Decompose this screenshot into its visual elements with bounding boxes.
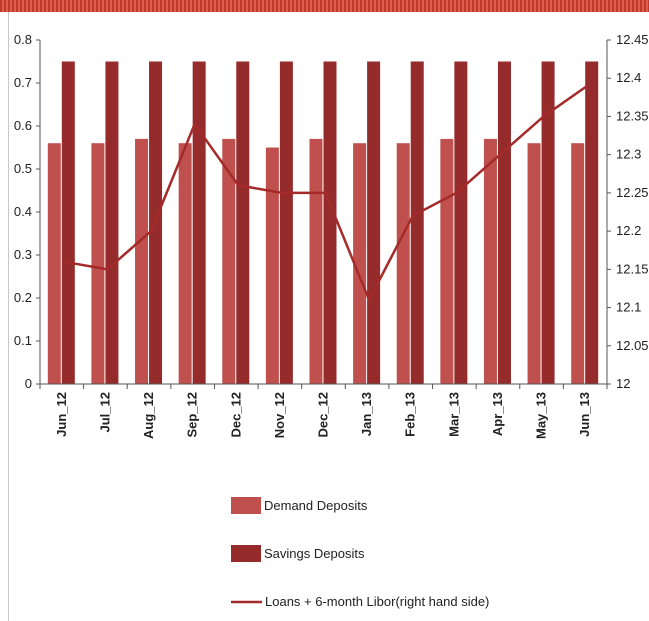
y-right-tick-label: 12.2	[616, 223, 641, 238]
bar-demand-deposits	[91, 143, 105, 384]
x-category-label: Jul_12	[97, 392, 112, 432]
legend-swatch-savings-deposits	[231, 545, 261, 562]
legend: Demand Deposits Savings Deposits Loans +…	[231, 497, 489, 609]
bar-demand-deposits	[47, 143, 61, 384]
bar-savings-deposits	[541, 61, 555, 384]
x-category-label: Nov_12	[272, 392, 287, 438]
legend-swatch-demand-deposits	[231, 497, 261, 514]
bar-demand-deposits	[353, 143, 367, 384]
x-category-label: Apr_13	[490, 392, 505, 436]
bar-demand-deposits	[309, 138, 323, 384]
y-left-tick-label: 0	[25, 376, 32, 391]
bar-demand-deposits	[396, 143, 410, 384]
x-category-label: Mar_13	[446, 392, 461, 437]
x-category-label: Dec_12	[228, 392, 243, 438]
line-layer	[63, 84, 588, 302]
y-right-tick-label: 12.05	[616, 338, 649, 353]
y-right-tick-label: 12.25	[616, 185, 649, 200]
y-left-tick-label: 0.7	[14, 75, 32, 90]
y-right-tick-label: 12	[616, 376, 630, 391]
y-right-tick-label: 12.45	[616, 32, 649, 47]
x-category-label: Jan_13	[359, 392, 374, 436]
y-right-tick-label: 12.3	[616, 147, 641, 162]
x-category-label: Sep_12	[185, 392, 200, 438]
bar-demand-deposits	[265, 147, 279, 384]
bar-savings-deposits	[367, 61, 381, 384]
x-category-label: May_13	[534, 392, 549, 439]
x-category-label: Feb_13	[403, 392, 418, 437]
bar-demand-deposits	[440, 138, 454, 384]
bar-savings-deposits	[454, 61, 468, 384]
y-left-tick-label: 0.8	[14, 32, 32, 47]
bar-demand-deposits	[135, 138, 149, 384]
left-border-line	[8, 12, 9, 621]
y-right-tick-label: 12.35	[616, 108, 649, 123]
bar-demand-deposits	[178, 143, 192, 384]
line-loans-libor	[63, 84, 588, 302]
y-right-tick-label: 12.15	[616, 261, 649, 276]
bar-savings-deposits	[410, 61, 424, 384]
bar-savings-deposits	[497, 61, 511, 384]
y-right-tick-label: 12.4	[616, 70, 641, 85]
y-left-tick-label: 0.2	[14, 290, 32, 305]
bar-savings-deposits	[279, 61, 293, 384]
axes-layer: 0 0.1 0.2 0.3 0.4 0.5 0.6 0.7 0.8 12 12.05 12.1 12.1…	[14, 32, 649, 439]
x-category-label: Jun_13	[577, 392, 592, 437]
y-left-tick-label: 0.5	[14, 161, 32, 176]
x-category-label: Jun_12	[54, 392, 69, 437]
y-left-tick-label: 0.1	[14, 333, 32, 348]
legend-label-libor: Loans + 6-month Libor(right hand side)	[265, 594, 489, 609]
y-left-tick-label: 0.4	[14, 204, 32, 219]
legend-label-demand-deposits: Demand Deposits	[264, 498, 368, 513]
y-right-tick-label: 12.1	[616, 300, 641, 315]
bar-savings-deposits	[236, 61, 250, 384]
legend-label-savings-deposits: Savings Deposits	[264, 546, 365, 561]
bar-demand-deposits	[483, 138, 497, 384]
y-left-tick-label: 0.3	[14, 247, 32, 262]
bar-demand-deposits	[571, 143, 585, 384]
y-left-tick-label: 0.6	[14, 118, 32, 133]
bar-savings-deposits	[105, 61, 119, 384]
bar-savings-deposits	[585, 61, 599, 384]
bar-savings-deposits	[192, 61, 206, 384]
bar-layer	[47, 61, 599, 384]
bar-savings-deposits	[323, 61, 337, 384]
bar-savings-deposits	[61, 61, 75, 384]
top-border-band	[0, 0, 649, 12]
bar-demand-deposits	[222, 138, 236, 384]
bar-demand-deposits	[527, 143, 541, 384]
x-category-label: Dec_12	[316, 392, 331, 438]
x-category-label: Aug_12	[141, 392, 156, 439]
